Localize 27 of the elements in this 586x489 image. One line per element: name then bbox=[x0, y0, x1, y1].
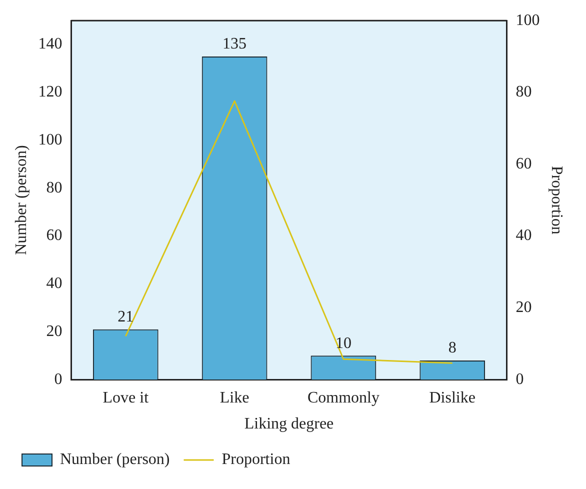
y-tick-label: 60 bbox=[46, 227, 62, 244]
y-tick-label: 40 bbox=[46, 275, 62, 292]
y-tick-label: 120 bbox=[38, 84, 62, 101]
y-tick-label: 20 bbox=[46, 322, 62, 340]
x-tick-label: Like bbox=[220, 389, 250, 406]
x-axis-title: Liking degree bbox=[244, 416, 334, 433]
data-label: 135 bbox=[222, 36, 247, 53]
legend-label: Number (person) bbox=[60, 451, 170, 468]
y2-tick-label: 60 bbox=[516, 155, 532, 172]
y2-tick-label: 20 bbox=[516, 299, 532, 316]
x-tick-label: Commonly bbox=[307, 389, 380, 406]
y-tick-label: 100 bbox=[38, 131, 62, 148]
y2-tick-label: 40 bbox=[516, 227, 532, 244]
y2-tick-label: 0 bbox=[516, 370, 524, 388]
x-tick-label: Love it bbox=[102, 389, 150, 406]
y-tick-label: 0 bbox=[54, 370, 62, 388]
legend-label: Proportion bbox=[222, 451, 290, 468]
y-tick-label: 80 bbox=[46, 179, 62, 196]
y-tick-label: 140 bbox=[38, 36, 62, 53]
x-tick-label: Dislike bbox=[429, 389, 476, 406]
data-label: 8 bbox=[448, 340, 456, 357]
y2-axis-title: Proportion bbox=[548, 166, 566, 234]
y2-tick-label: 80 bbox=[516, 84, 532, 101]
y-axis-title: Number (person) bbox=[12, 145, 30, 255]
data-label: 10 bbox=[335, 334, 352, 352]
data-label: 21 bbox=[118, 308, 134, 326]
y2-tick-label: 100 bbox=[516, 12, 540, 29]
